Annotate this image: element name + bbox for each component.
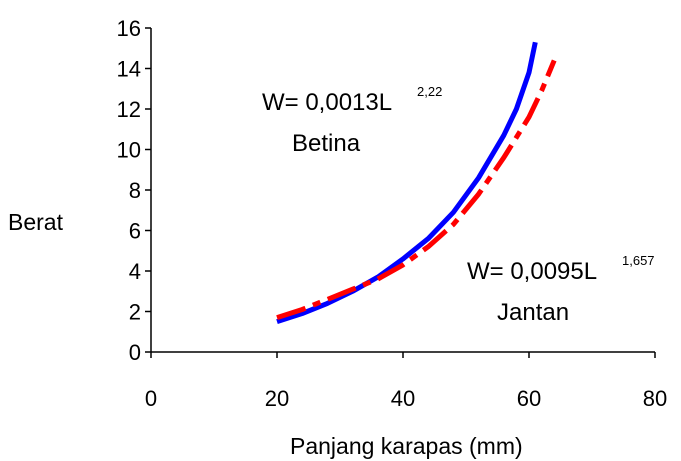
x-tick-label: 40 [391, 386, 415, 411]
series-line-jantan [276, 59, 557, 320]
x-tick-label: 80 [643, 386, 667, 411]
x-tick-label: 0 [145, 386, 157, 411]
axes [150, 28, 655, 353]
series-line-betina [276, 41, 538, 324]
x-axis-label: Panjang karapas (mm) [290, 433, 523, 459]
jantan-equation: W= 0,0095L [467, 258, 597, 285]
ticks: 0 2 4 6 8 10 12 14 16 0 20 40 60 80 [117, 16, 668, 411]
betina-label: Betina [292, 130, 361, 157]
y-tick-label: 8 [129, 178, 141, 203]
betina-exponent: 2,22 [417, 84, 442, 99]
y-tick-label: 6 [129, 219, 141, 244]
y-tick-label: 2 [129, 300, 141, 325]
y-tick-label: 16 [117, 16, 141, 41]
y-axis-label: Berat [8, 209, 64, 235]
annotation-betina: W= 0,0013L 2,22 Betina [262, 84, 442, 157]
betina-equation: W= 0,0013L [262, 89, 392, 116]
y-tick-label: 4 [129, 259, 141, 284]
x-tick-label: 20 [265, 386, 289, 411]
x-tick-label: 60 [517, 386, 541, 411]
y-tick-label: 10 [117, 138, 141, 163]
y-tick-label: 14 [117, 57, 141, 82]
jantan-label: Jantan [497, 299, 569, 326]
y-tick-label: 0 [129, 340, 141, 365]
annotation-jantan: W= 0,0095L 1,657 Jantan [467, 253, 655, 326]
jantan-exponent: 1,657 [622, 253, 655, 268]
series-group [276, 41, 557, 324]
y-tick-label: 12 [117, 97, 141, 122]
